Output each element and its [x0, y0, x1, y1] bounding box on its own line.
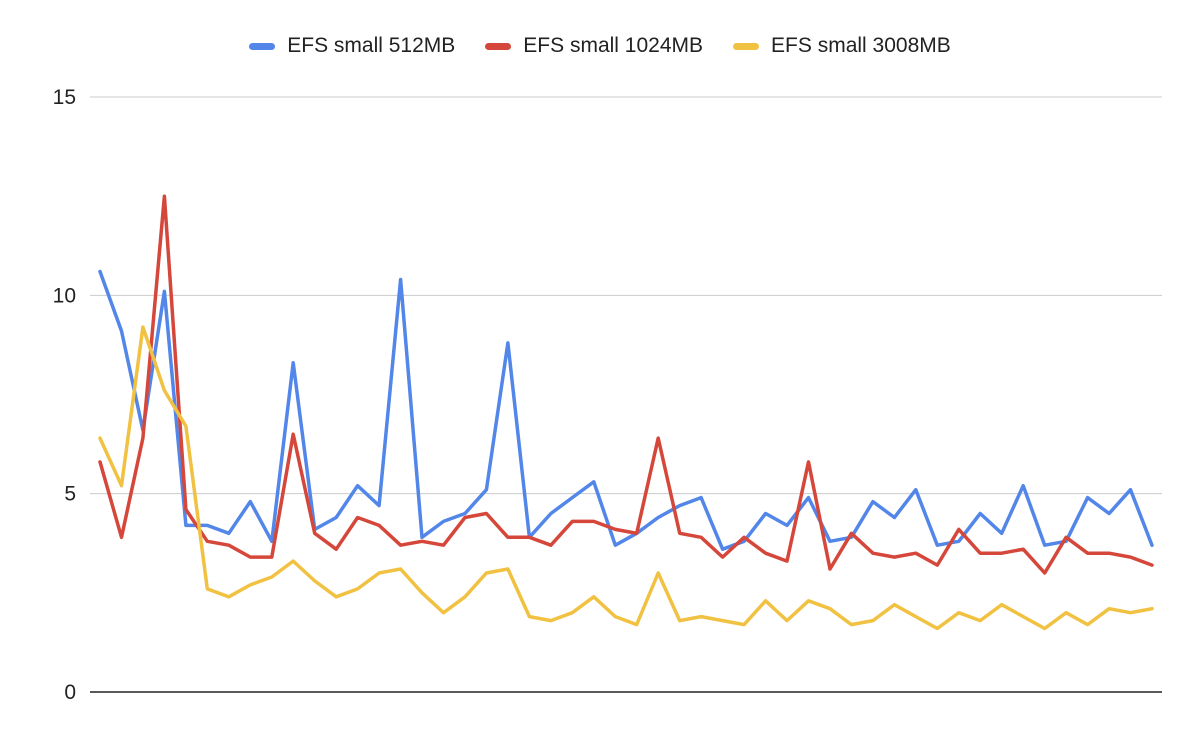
- legend-swatch-series-3: [733, 42, 760, 50]
- chart-legend: EFS small 512MB EFS small 1024MB EFS sma…: [0, 34, 1200, 58]
- y-tick-label-15: 15: [53, 86, 76, 109]
- legend-label-series-3: EFS small 3008MB: [771, 34, 951, 57]
- y-tick-label-0: 0: [64, 681, 76, 704]
- legend-item-series-1: EFS small 512MB: [249, 34, 455, 58]
- series-line-2: [98, 194, 1154, 575]
- legend-swatch-series-1: [249, 42, 276, 50]
- y-tick-label-5: 5: [64, 483, 76, 506]
- legend-label-series-1: EFS small 512MB: [287, 34, 456, 57]
- legend-swatch-series-2: [485, 42, 512, 50]
- series-line-1: [98, 269, 1154, 551]
- legend-item-series-3: EFS small 3008MB: [733, 34, 951, 58]
- legend-label-series-2: EFS small 1024MB: [523, 34, 704, 57]
- series-line-3: [98, 325, 1154, 631]
- y-tick-label-10: 10: [53, 284, 76, 307]
- legend-item-series-2: EFS small 1024MB: [485, 34, 703, 58]
